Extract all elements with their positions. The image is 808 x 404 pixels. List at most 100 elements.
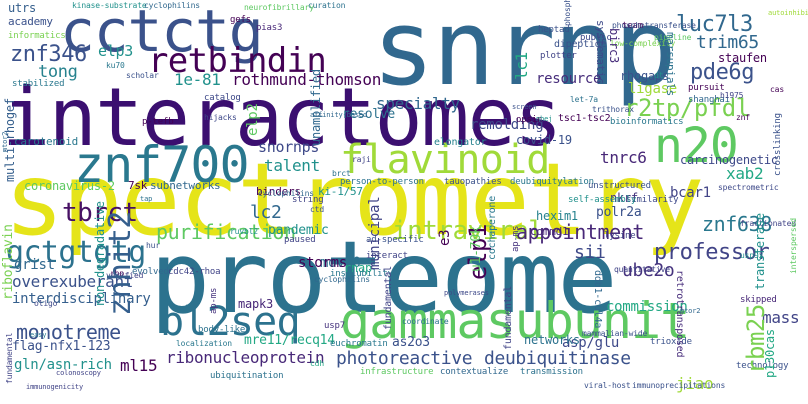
word-ki-1-57: ki-1/57 xyxy=(318,185,363,198)
word-c-g1: trithorax xyxy=(592,105,634,114)
word-professor: professor xyxy=(654,240,770,265)
word-unamplified: unamplified xyxy=(309,69,323,146)
word-commd1: commd1 xyxy=(530,225,569,238)
word-pandemic: pandemic xyxy=(268,223,329,238)
word-snrnp: snrnp xyxy=(372,0,677,109)
word-plotter: plotter xyxy=(540,51,577,61)
word-photoreactive: photoreactive xyxy=(336,348,473,369)
word-fundamental: colonoscopy xyxy=(56,369,101,377)
word-7sk: 7sk xyxy=(128,179,148,192)
word-municipal: municipal xyxy=(367,196,383,270)
word-nkrf: nkrf xyxy=(610,191,638,205)
word-unstructured: unstructured xyxy=(588,181,651,191)
word-cctctg: cctctg xyxy=(60,0,264,65)
word-mammalian-wide: neurofibrillary xyxy=(244,3,314,12)
word-polr2a: polr2a xyxy=(596,205,642,220)
word-ad-specific: ad-specific xyxy=(366,235,424,245)
word-deubiquitinase: deubiquitinase xyxy=(484,348,631,369)
word-retrotransposed: retrotransposed xyxy=(674,270,685,358)
word-trithorax: cyclophilins xyxy=(144,1,200,10)
word-remolding: remolding xyxy=(470,117,544,133)
word-infrastructure: infrastructure xyxy=(360,367,434,377)
word-catalog: catalog xyxy=(204,93,241,103)
word-tbrct: tbrct xyxy=(62,198,138,228)
word-lysine: lysine xyxy=(604,231,636,241)
word-opsin: opsin xyxy=(516,115,543,125)
word-interact: interact xyxy=(366,251,408,261)
word-screen: polymerases xyxy=(444,289,489,297)
word-ruvbl2: bioinformatics xyxy=(610,117,684,127)
word-binders: binders xyxy=(256,185,301,198)
word-subnetworks: subnetworks xyxy=(150,179,221,192)
word-cochaperone: cochaperone xyxy=(487,195,498,260)
word-h1975: brct xyxy=(332,169,351,178)
word-xab2: xab2 xyxy=(726,164,764,183)
word-affinity-based: ap-ms xyxy=(209,287,219,314)
word-as2o3: as2o3 xyxy=(392,335,430,350)
word-lc1: lc1 xyxy=(512,52,531,80)
word-non-degradative: non-degradative xyxy=(93,201,107,306)
word-tnrc6: tnrc6 xyxy=(600,148,647,167)
word-gln-asn-rich: gln/asn-rich xyxy=(14,357,112,373)
word-mass: mass xyxy=(762,308,800,327)
word-elongator: elongator xyxy=(434,137,487,148)
word-usp7: usp7 xyxy=(324,321,345,331)
word-gefs: public xyxy=(580,33,612,43)
word-nhej: low-complexity xyxy=(610,39,676,48)
word-ap-ms: cyclophilins xyxy=(314,275,370,284)
word-pipeline: cas xyxy=(770,85,784,94)
word-insolubility: insolubility xyxy=(330,269,393,279)
word-dipeptide: dipeptide xyxy=(554,39,607,50)
word-rnap: rnap xyxy=(344,261,372,275)
word-utrs: utrs xyxy=(8,1,36,15)
word-cas: raji xyxy=(352,155,371,164)
word-contextualize: contextualize xyxy=(440,367,509,377)
word-commission: commission xyxy=(606,299,688,315)
word-localization: interspersed xyxy=(789,218,798,274)
word-person-to-person: person-to-person xyxy=(340,177,424,187)
word-stabilized: stabilized xyxy=(12,79,65,89)
word-grist: grist xyxy=(14,257,55,273)
word-covid-19: covid-19 xyxy=(516,133,572,147)
word-e3: e3 xyxy=(437,229,453,246)
word-fund: usp9x xyxy=(740,251,764,260)
word-interspersed: fundamental xyxy=(503,285,514,350)
word-hexim1: hexim1 xyxy=(536,209,578,223)
word-znf346: znf346 xyxy=(10,42,87,67)
word-dt: znf xyxy=(736,113,750,122)
word-cdc42-rhoa: cdc42-rhoa xyxy=(168,267,221,277)
word-interactomes: interactomes xyxy=(2,71,562,164)
word-tsc1-tsc2: tsc1-tsc2 xyxy=(558,113,611,124)
word-let-7a: oligo xyxy=(34,299,58,308)
word-flag-nfx1-123: flag-nfx1-123 xyxy=(12,339,111,354)
word-quantitative: mtor2 xyxy=(680,307,701,315)
word-asp-glu: asp/glu xyxy=(562,335,620,351)
word-immunoprecipitations: immunogenicity xyxy=(26,383,84,391)
word-ubiquitination: ubiquitination xyxy=(210,371,284,381)
word-elp2: elp2 xyxy=(245,103,261,136)
word-luc7l3: luc7l3 xyxy=(676,12,753,37)
word-technology: technology xyxy=(736,361,789,371)
word-colonoscopy: let-7a xyxy=(570,95,598,104)
word-systematic: systematic xyxy=(594,20,607,85)
word-hur: localization xyxy=(176,339,232,348)
word-prmt1: nhej xyxy=(536,115,553,123)
word-p130cas: p130cas xyxy=(763,329,777,378)
word-transmission: transmission xyxy=(520,367,583,377)
word-carcinogenetic: carcinogenetic xyxy=(680,153,778,167)
word-gammasubunit: gammasubunit xyxy=(340,292,690,350)
word-similarity: similarity xyxy=(626,195,679,205)
word-pde6g: pde6g xyxy=(690,60,755,85)
word-u1-70k: u1-70k xyxy=(469,226,484,272)
word-shanghai: shanghai xyxy=(688,95,730,105)
word-elp3: elp3 xyxy=(98,42,133,60)
word-pursuit: pursuit xyxy=(688,83,725,93)
word-protrusion: tap xyxy=(140,195,153,203)
word-appointment: appointment xyxy=(516,220,645,244)
word-skipped: skipped xyxy=(740,295,777,305)
word-bl2seq: bl2seq xyxy=(160,299,301,345)
word-ml15: ml15 xyxy=(120,356,158,375)
word-team: team xyxy=(622,21,643,31)
word-transferase: transferase xyxy=(753,213,767,290)
